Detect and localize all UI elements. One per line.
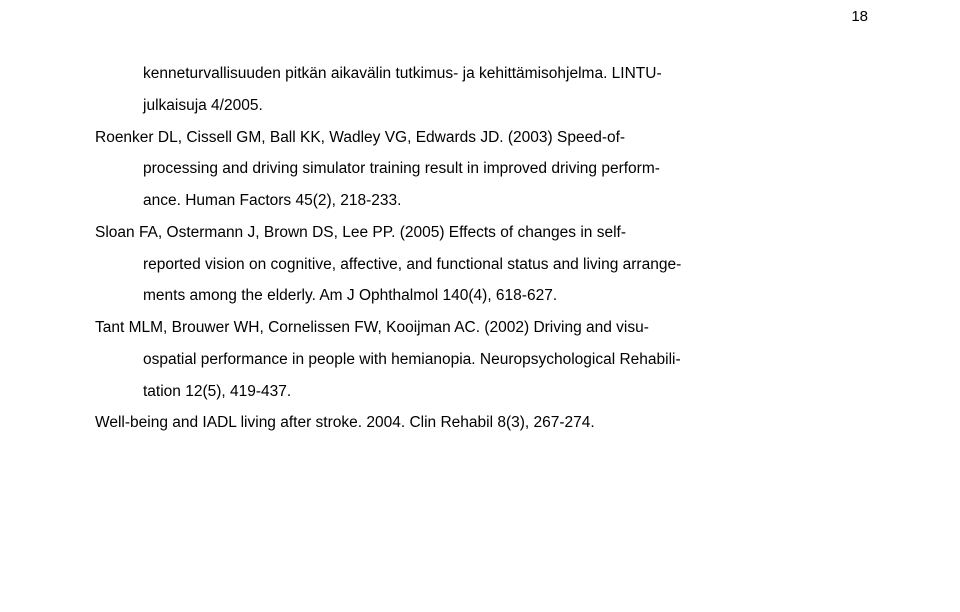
reference-line: Roenker DL, Cissell GM, Ball KK, Wadley … <box>95 122 870 154</box>
reference-line: Tant MLM, Brouwer WH, Cornelissen FW, Ko… <box>95 312 870 344</box>
reference-line: Sloan FA, Ostermann J, Brown DS, Lee PP.… <box>95 217 870 249</box>
reference-line: kenneturvallisuuden pitkän aikavälin tut… <box>95 58 870 90</box>
reference-entry: kenneturvallisuuden pitkän aikavälin tut… <box>95 58 870 122</box>
page-number: 18 <box>851 8 868 25</box>
reference-line: Well-being and IADL living after stroke.… <box>95 407 870 439</box>
reference-line: tation 12(5), 419-437. <box>95 376 870 408</box>
reference-line: ospatial performance in people with hemi… <box>95 344 870 376</box>
reference-line: julkaisuja 4/2005. <box>95 90 870 122</box>
references-section: kenneturvallisuuden pitkän aikavälin tut… <box>95 58 870 439</box>
reference-entry: Roenker DL, Cissell GM, Ball KK, Wadley … <box>95 122 870 217</box>
reference-line: ance. Human Factors 45(2), 218-233. <box>95 185 870 217</box>
reference-entry: Tant MLM, Brouwer WH, Cornelissen FW, Ko… <box>95 312 870 407</box>
reference-line: processing and driving simulator trainin… <box>95 153 870 185</box>
reference-line: reported vision on cognitive, affective,… <box>95 249 870 281</box>
document-page: 18 kenneturvallisuuden pitkän aikavälin … <box>0 0 960 612</box>
reference-entry: Sloan FA, Ostermann J, Brown DS, Lee PP.… <box>95 217 870 312</box>
reference-entry: Well-being and IADL living after stroke.… <box>95 407 870 439</box>
reference-line: ments among the elderly. Am J Ophthalmol… <box>95 280 870 312</box>
